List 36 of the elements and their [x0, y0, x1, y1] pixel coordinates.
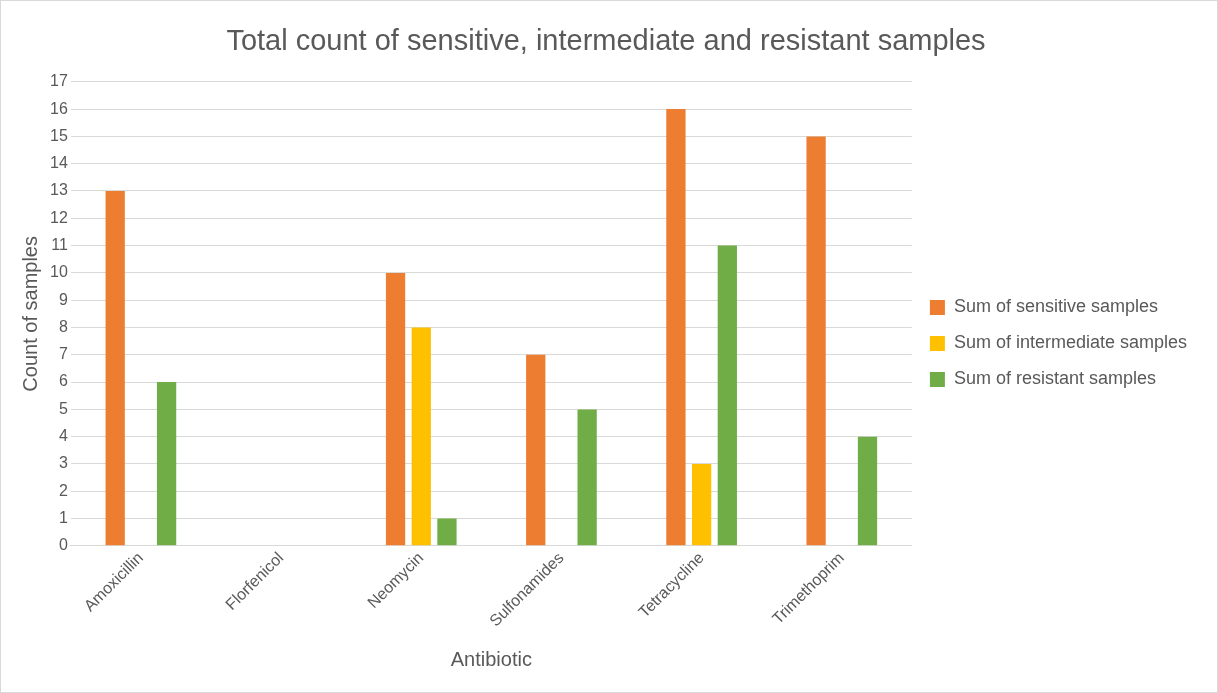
bar [105, 190, 125, 546]
bar [437, 518, 457, 546]
y-tick-label: 7 [58, 345, 68, 363]
y-tick-label: 2 [58, 481, 68, 499]
bar [526, 354, 546, 546]
y-tick-label: 1 [58, 508, 68, 526]
y-tick-label: 12 [50, 208, 68, 226]
y-tick-label: 11 [51, 236, 68, 253]
y-tick-label: 17 [50, 72, 68, 90]
y-tick-label: 8 [58, 317, 68, 335]
y-tick-label: 15 [50, 126, 68, 144]
bar [806, 136, 826, 546]
chart-title: Total count of sensitive, intermediate and resistant samples [226, 24, 986, 57]
bar [156, 382, 177, 546]
y-tick-label: 16 [50, 99, 68, 117]
bar [691, 463, 712, 546]
y-tick-label: 6 [58, 372, 68, 390]
x-axis-title: Antibiotic [450, 647, 532, 670]
bar [717, 245, 737, 546]
y-tick-label: 3 [58, 454, 68, 472]
y-tick-label: 5 [58, 399, 68, 417]
y-tick-label: 4 [58, 427, 68, 445]
y-tick-label: 13 [50, 181, 68, 199]
legend-label: Sum of sensitive samples [953, 296, 1158, 317]
legend-label: Sum of intermediate samples [953, 332, 1188, 353]
y-tick-label: 0 [58, 536, 68, 554]
y-tick-label: 14 [50, 154, 68, 172]
bar [857, 436, 878, 546]
y-tick-label: 9 [58, 290, 68, 308]
y-axis-title: Count of samples [18, 236, 41, 392]
bar [577, 409, 597, 546]
y-tick-label: 10 [50, 263, 68, 281]
bar [666, 109, 686, 546]
legend-label: Sum of resistant samples [953, 368, 1156, 389]
bar [411, 327, 431, 546]
bar [385, 272, 406, 546]
